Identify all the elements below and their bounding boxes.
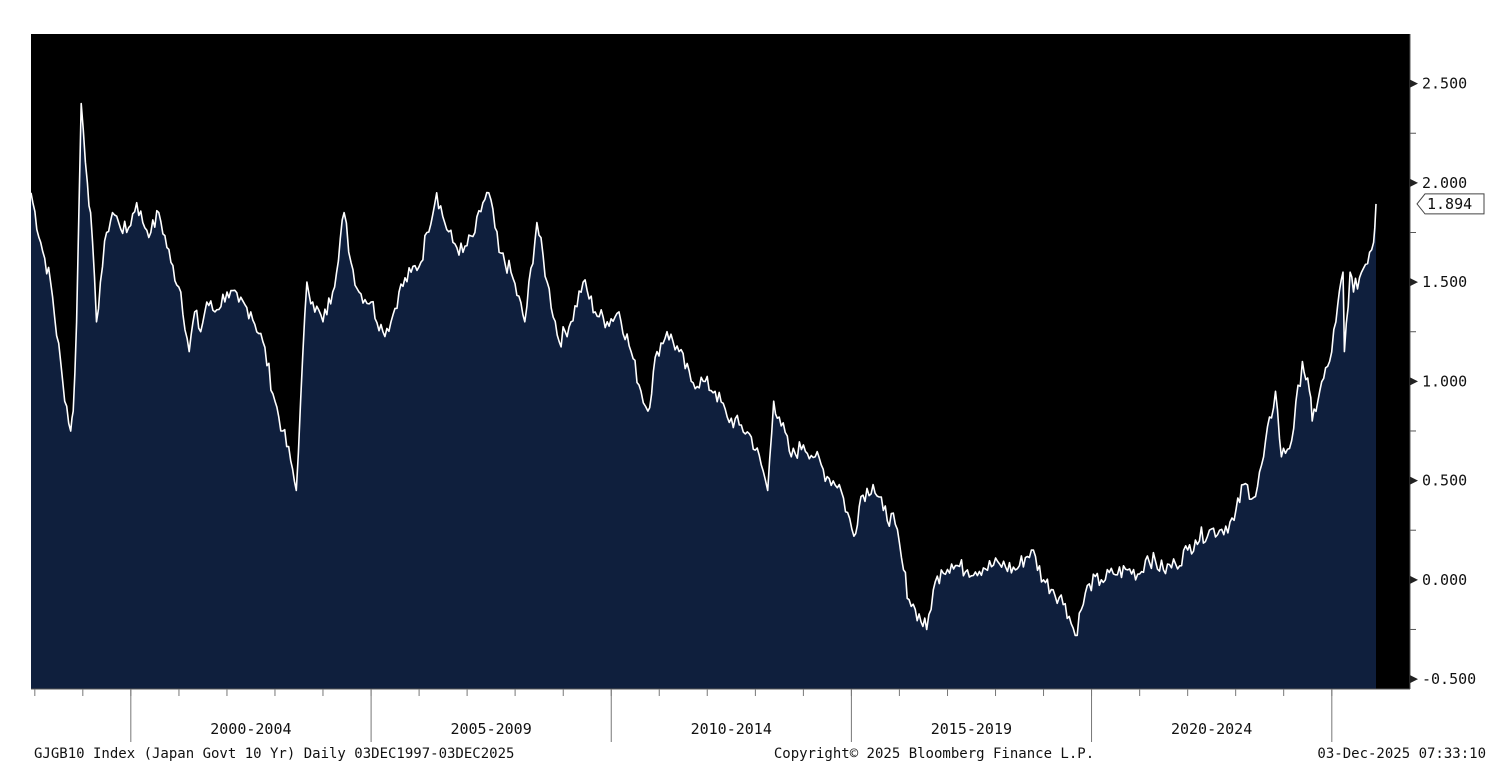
y-tick-label: 2.500 <box>1422 75 1467 93</box>
y-tick-label: 1.500 <box>1422 273 1467 291</box>
x-period-label: 2010-2014 <box>691 720 772 738</box>
y-tick-marker <box>1410 377 1418 386</box>
x-period-label: 2005-2009 <box>450 720 531 738</box>
yield-area <box>31 103 1376 689</box>
y-tick-marker <box>1410 79 1418 88</box>
y-tick-label: 0.000 <box>1422 571 1467 589</box>
x-period-label: 2000-2004 <box>210 720 291 738</box>
y-tick-label: 1.000 <box>1422 372 1467 390</box>
y-axis: -0.500 0.000 0.500 1.000 1.500 2.000 2.500 <box>1410 75 1476 688</box>
y-tick-marker <box>1410 575 1418 584</box>
last-value-tag <box>1416 193 1485 215</box>
last-value-marker: 1.894 <box>1416 193 1485 215</box>
y-tick-label: -0.500 <box>1422 670 1476 688</box>
y-tick-marker <box>1410 675 1418 684</box>
x-period-label: 2020-2024 <box>1171 720 1252 738</box>
y-tick-marker <box>1410 278 1418 287</box>
x-axis: 2000-2004 2005-2009 2010-2014 2015-2019 2020… <box>34 689 1333 742</box>
y-tick-label: 2.000 <box>1422 174 1467 192</box>
yield-line <box>30 102 1377 637</box>
x-period-label: 2015-2019 <box>931 720 1012 738</box>
footer-copyright-label: Copyright© 2025 Bloomberg Finance L.P. <box>774 746 1094 762</box>
footer-timestamp-label: 03-Dec-2025 07:33:10 <box>1317 746 1486 762</box>
last-value-label: 1.894 <box>1427 195 1472 213</box>
footer-source-label: GJGB10 Index (Japan Govt 10 Yr) Daily 03… <box>34 746 514 762</box>
y-tick-label: 0.500 <box>1422 472 1467 490</box>
y-tick-marker <box>1410 178 1418 187</box>
y-tick-marker <box>1410 476 1418 485</box>
